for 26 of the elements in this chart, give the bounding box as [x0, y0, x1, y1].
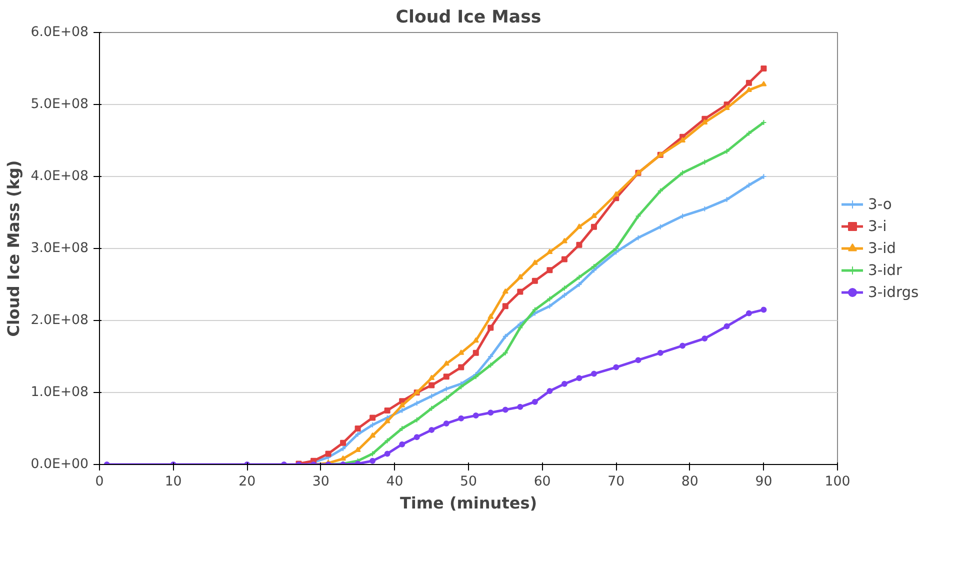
- x-tick-label: 70: [608, 474, 625, 490]
- legend-label: 3-idr: [868, 262, 904, 278]
- y-tick-label: 3.0E+08: [30, 241, 89, 256]
- legend-label: 3-i: [868, 218, 888, 234]
- y-tick-label: 1.0E+08: [30, 385, 89, 400]
- x-tick-label: 0: [95, 474, 104, 490]
- legend-label: 3-o: [868, 196, 893, 212]
- x-axis-title: Time (minutes): [400, 494, 538, 512]
- x-tick-label: 20: [238, 474, 256, 490]
- x-tick-label: 60: [534, 474, 551, 490]
- y-tick-label: 5.0E+08: [30, 97, 89, 112]
- legend-label: 3-idrgs: [868, 284, 919, 300]
- x-tick-label: 30: [312, 474, 330, 490]
- x-tick-label: 90: [755, 474, 772, 490]
- x-tick-label: 80: [681, 474, 698, 490]
- x-tick-label: 50: [460, 474, 477, 490]
- x-tick-label: 10: [164, 474, 182, 490]
- x-tick-label: 40: [386, 474, 404, 490]
- y-axis-title: Cloud Ice Mass (kg): [4, 160, 23, 337]
- chart-title: Cloud Ice Mass: [396, 8, 542, 28]
- y-tick-label: 2.0E+08: [30, 313, 89, 328]
- y-tick-label: 0.0E+00: [30, 457, 89, 472]
- x-tick-label: 100: [824, 474, 850, 490]
- legend-label: 3-id: [868, 240, 897, 256]
- y-tick-label: 4.0E+08: [30, 169, 89, 184]
- y-tick-label: 6.0E+08: [30, 25, 89, 40]
